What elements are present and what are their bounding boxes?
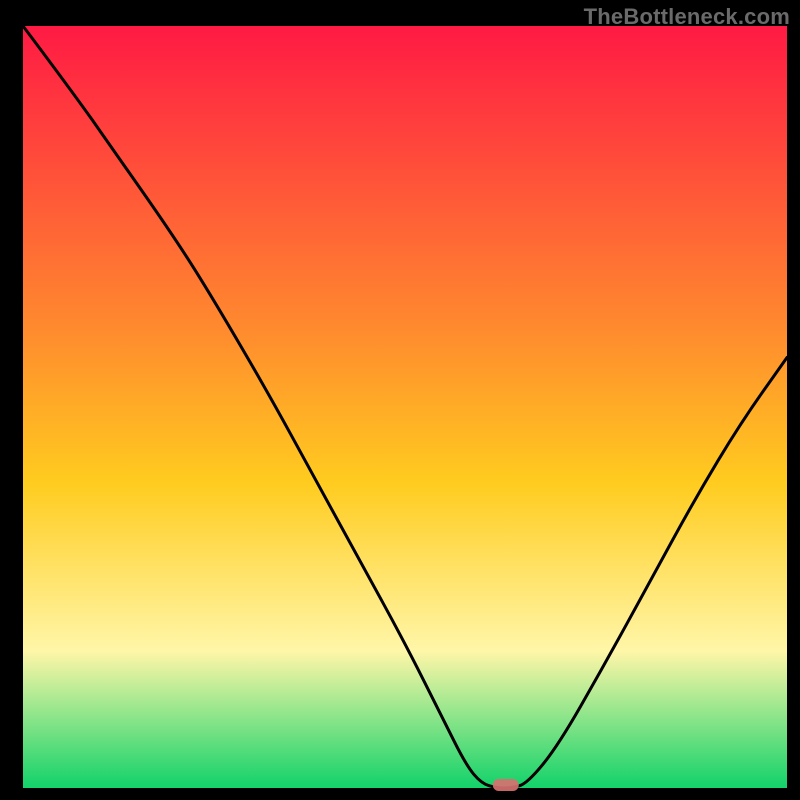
watermark-text: TheBottleneck.com [584, 4, 790, 30]
chart-svg [0, 0, 800, 800]
minimum-marker [493, 779, 519, 791]
plot-wrapper: TheBottleneck.com [0, 0, 800, 800]
bottleneck-curve [23, 26, 787, 788]
